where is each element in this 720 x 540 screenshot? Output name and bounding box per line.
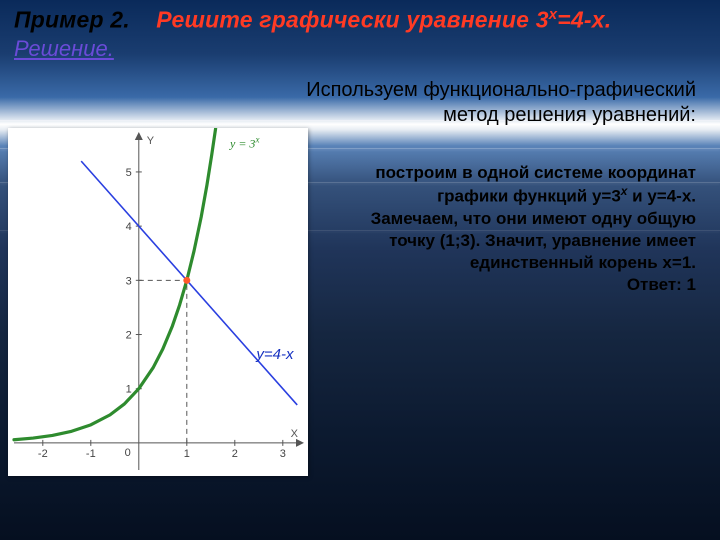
body-line4: точку (1;3). Значит, уравнение имеет [389, 231, 696, 250]
svg-text:1: 1 [126, 384, 132, 396]
body-line2a: графики функций у=3 [437, 187, 621, 206]
solution-label: Решение. [14, 36, 114, 62]
problem-text-exp: x [549, 6, 558, 23]
example-header: Пример 2. Решите графически уравнение 3x… [14, 6, 706, 34]
problem-text-suffix: =4-x. [557, 7, 611, 33]
body-line1: построим в одной системе координат [375, 163, 696, 182]
method-line1: Используем функционально-графический [306, 79, 696, 101]
svg-text:-1: -1 [86, 448, 96, 460]
svg-text:2: 2 [126, 330, 132, 342]
body-line3: Замечаем, что они имеют одну общую [371, 209, 696, 228]
svg-text:y = 3x: y = 3x [229, 135, 259, 151]
svg-text:1: 1 [184, 448, 190, 460]
svg-text:Y: Y [147, 135, 155, 147]
svg-text:y=4-x: y=4-x [255, 346, 294, 363]
svg-text:2: 2 [232, 448, 238, 460]
body-line6: Ответ: 1 [627, 275, 696, 294]
svg-text:5: 5 [126, 167, 132, 179]
svg-text:3: 3 [280, 448, 286, 460]
body-line2b: и у=4-х. [627, 187, 696, 206]
body-line5: единственный корень х=1. [470, 253, 696, 272]
svg-text:3: 3 [126, 275, 132, 287]
svg-text:X: X [291, 428, 299, 440]
svg-text:4: 4 [126, 221, 132, 233]
slide-background: Пример 2. Решите графически уравнение 3x… [0, 0, 720, 540]
method-text: Используем функционально-графический мет… [216, 78, 696, 128]
svg-text:0: 0 [125, 447, 131, 459]
example-label: Пример 2. [14, 7, 130, 33]
coordinate-plot: X Y 0 -2 -1 1 2 3 1 2 3 4 5 y=4-x y = 3x [8, 128, 308, 476]
chart-container: X Y 0 -2 -1 1 2 3 1 2 3 4 5 y=4-x y = 3x [8, 128, 308, 476]
problem-text-prefix: Решите графически уравнение 3 [156, 7, 548, 33]
svg-text:-2: -2 [38, 448, 48, 460]
method-line2: метод решения уравнений: [443, 104, 696, 126]
explanation-text: построим в одной системе координат графи… [316, 162, 696, 296]
